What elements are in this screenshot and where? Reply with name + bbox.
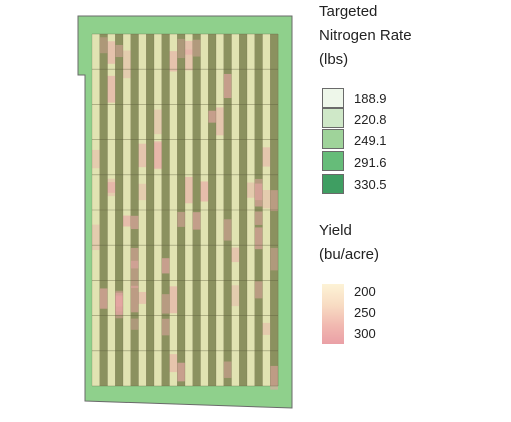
yield-patch bbox=[161, 318, 170, 336]
yield-patch bbox=[130, 285, 139, 313]
nitrogen-legend-title-line-1: Targeted bbox=[319, 3, 378, 20]
nitrogen-label-3: 249.1 bbox=[354, 133, 387, 148]
yield-patch bbox=[130, 318, 139, 330]
yield-label-200: 200 bbox=[354, 284, 376, 299]
yield-patch bbox=[177, 362, 185, 382]
yield-patch bbox=[270, 365, 278, 390]
nitrogen-legend-title-line-2: Nitrogen Rate bbox=[319, 27, 412, 44]
yield-patch bbox=[107, 41, 116, 64]
yield-patch bbox=[138, 183, 147, 201]
yield-legend-title-line-1: Yield bbox=[319, 222, 352, 239]
yield-patch bbox=[115, 295, 123, 307]
yield-patch bbox=[192, 39, 201, 57]
yield-patch bbox=[270, 190, 278, 212]
yield-patch bbox=[115, 290, 123, 319]
yield-patch bbox=[231, 247, 240, 263]
yield-patch bbox=[138, 291, 147, 304]
yield-label-300: 300 bbox=[354, 326, 376, 341]
yield-patch bbox=[192, 212, 201, 230]
yield-patch bbox=[262, 322, 271, 335]
yield-patch bbox=[177, 38, 185, 59]
yield-patch bbox=[216, 107, 224, 136]
yield-patch bbox=[130, 247, 139, 269]
yield-patch bbox=[262, 190, 271, 209]
yield-label-250: 250 bbox=[354, 305, 376, 320]
yield-patch bbox=[231, 285, 240, 307]
yield-patch bbox=[92, 224, 100, 251]
yield-patch bbox=[185, 49, 193, 71]
yield-patch bbox=[223, 73, 232, 99]
yield-patch bbox=[161, 258, 170, 274]
yield-color-ramp bbox=[322, 284, 344, 344]
yield-patch bbox=[223, 361, 232, 378]
yield-patch bbox=[262, 147, 271, 167]
block-grid bbox=[91, 33, 279, 387]
nitrogen-swatch-2 bbox=[322, 108, 344, 128]
yield-patch bbox=[247, 182, 255, 198]
yield-patch bbox=[107, 178, 116, 197]
yield-patch bbox=[169, 286, 178, 314]
nitrogen-label-4: 291.6 bbox=[354, 155, 387, 170]
yield-patch bbox=[138, 143, 147, 168]
yield-patch bbox=[270, 247, 278, 271]
yield-patch bbox=[99, 288, 108, 309]
yield-legend-title-line-2: (bu/acre) bbox=[319, 246, 380, 263]
yield-patch bbox=[169, 51, 178, 72]
yield-patch bbox=[254, 183, 263, 207]
yield-patch bbox=[254, 227, 263, 250]
nitrogen-swatch-3 bbox=[322, 129, 344, 149]
nitrogen-swatch-4 bbox=[322, 151, 344, 171]
yield-patch bbox=[107, 75, 116, 103]
yield-patch bbox=[154, 109, 162, 135]
yield-patch bbox=[130, 260, 139, 289]
nitrogen-label-2: 220.8 bbox=[354, 112, 387, 127]
yield-patch bbox=[154, 142, 162, 170]
yield-patch bbox=[185, 176, 193, 204]
yield-patch bbox=[115, 44, 123, 58]
yield-patch bbox=[254, 211, 263, 225]
yield-patch bbox=[92, 149, 100, 169]
nitrogen-legend-title-line-3: (lbs) bbox=[319, 51, 349, 68]
yield-patch bbox=[200, 181, 209, 202]
yield-patch bbox=[107, 182, 116, 193]
yield-patch bbox=[254, 281, 263, 299]
nitrogen-swatch-5 bbox=[322, 174, 344, 194]
yield-patch bbox=[169, 354, 178, 373]
yield-patch bbox=[123, 50, 131, 79]
yield-patch bbox=[99, 37, 108, 54]
yield-patch bbox=[161, 294, 170, 314]
yield-patches bbox=[92, 37, 278, 390]
yield-patch bbox=[123, 215, 131, 227]
nitrogen-label-5: 330.5 bbox=[354, 177, 387, 192]
yield-patch bbox=[177, 212, 185, 227]
yield-patch bbox=[130, 215, 139, 230]
nitrogen-label-1: 188.9 bbox=[354, 91, 387, 106]
yield-patch bbox=[208, 110, 216, 123]
nitrogen-swatch-1 bbox=[322, 88, 344, 108]
yield-patch bbox=[185, 40, 193, 55]
yield-patch bbox=[223, 219, 232, 241]
